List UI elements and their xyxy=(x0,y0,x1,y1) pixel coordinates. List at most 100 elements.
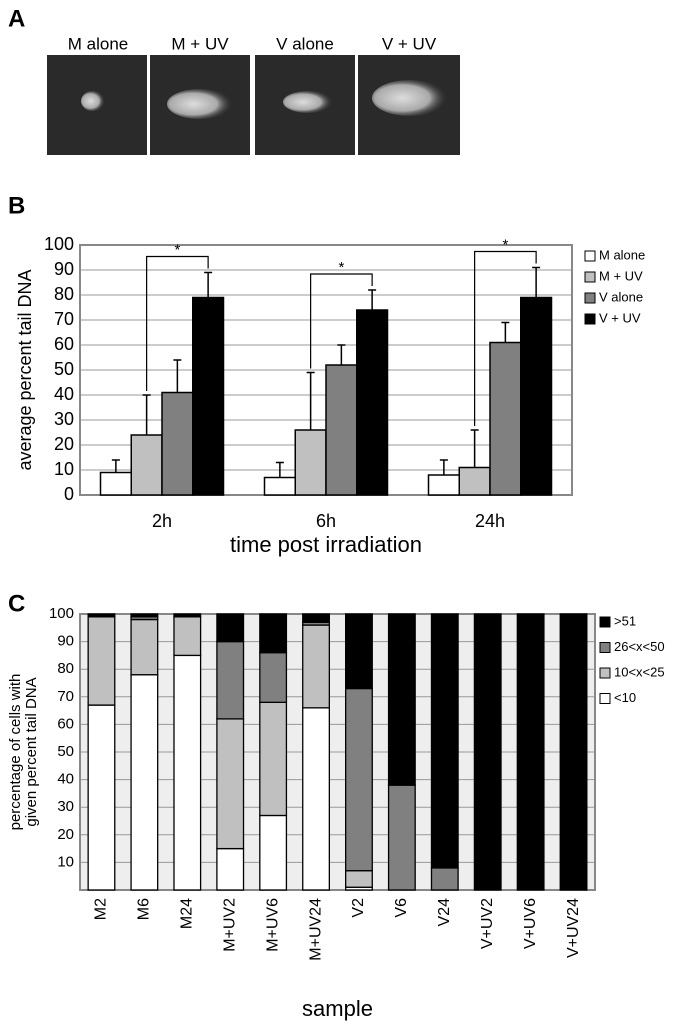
bar-segment xyxy=(345,613,373,690)
bar-segment xyxy=(216,613,245,643)
bar-segment xyxy=(259,613,288,654)
error-bar xyxy=(111,459,120,473)
comet xyxy=(372,80,448,116)
significance-bracket xyxy=(146,255,209,391)
y-tick-label: 80 xyxy=(57,660,74,677)
bar-segment xyxy=(216,640,245,720)
y-axis-label: average percent tail DNA xyxy=(15,269,35,470)
image-title: V + UV xyxy=(382,34,437,53)
bar-segment xyxy=(387,613,416,786)
x-tick-label: V+UV24 xyxy=(565,898,582,958)
legend-label: >51 xyxy=(614,613,636,628)
y-tick-label: 20 xyxy=(57,826,74,843)
legend-swatch xyxy=(599,616,611,628)
image-title: M alone xyxy=(68,34,128,53)
bar-segment xyxy=(302,613,330,623)
bar-segment xyxy=(87,616,116,706)
panel-label: B xyxy=(8,192,25,219)
bar-segment xyxy=(173,616,202,657)
x-tick-label: M+UV24 xyxy=(307,898,324,961)
y-tick-label: 80 xyxy=(54,284,74,304)
y-tick-label: 90 xyxy=(54,259,74,279)
y-tick-label: 50 xyxy=(57,743,74,760)
error-bar xyxy=(142,394,151,435)
bar xyxy=(520,296,553,496)
comet-images xyxy=(47,55,460,155)
x-tick-label: M24 xyxy=(179,898,196,929)
bar-segment xyxy=(216,718,245,850)
bar-segment xyxy=(173,613,202,618)
y-tick-label: 70 xyxy=(54,309,74,329)
legend-swatch xyxy=(599,667,611,679)
bar-segment xyxy=(259,701,288,817)
comet xyxy=(81,91,105,111)
significance-mark: * xyxy=(174,241,180,258)
y-tick-label: 60 xyxy=(54,334,74,354)
comet xyxy=(283,91,333,113)
bar-segment xyxy=(130,613,159,618)
y-tick-label: 30 xyxy=(54,409,74,429)
legend-label: <10 xyxy=(614,690,636,705)
x-tick-label: M2 xyxy=(93,898,110,920)
x-tick-label: V+UV2 xyxy=(479,898,496,949)
legend-swatch xyxy=(599,693,611,704)
bar-segment xyxy=(430,613,459,869)
significance-bracket xyxy=(474,250,537,426)
y-tick-label: 60 xyxy=(57,715,74,732)
bar xyxy=(356,309,389,496)
bar xyxy=(99,471,132,496)
x-tick-label: 24h xyxy=(475,511,505,531)
y-tick-label: 50 xyxy=(54,359,74,379)
x-tick-label: V24 xyxy=(436,898,453,927)
legend-label: V alone xyxy=(599,289,643,304)
bar-segment xyxy=(516,613,545,891)
y-tick-label: 0 xyxy=(64,484,74,504)
error-bar xyxy=(275,461,284,478)
x-tick-label: M+UV2 xyxy=(221,898,238,952)
y-tick-label: 10 xyxy=(57,853,74,870)
y-tick-label: 20 xyxy=(54,434,74,454)
bar-segment xyxy=(302,624,330,709)
legend-swatch xyxy=(584,271,596,283)
bar xyxy=(161,391,194,496)
y-tick-label: 40 xyxy=(57,771,74,788)
bar-segment xyxy=(87,704,116,891)
x-tick-label: V6 xyxy=(393,898,410,918)
significance-mark: * xyxy=(502,236,508,253)
bar xyxy=(263,476,296,496)
comet xyxy=(167,89,233,119)
legend-swatch xyxy=(599,642,611,653)
error-bar xyxy=(470,429,479,468)
legend-label: 10<x<25 xyxy=(614,664,665,679)
error-bar xyxy=(532,266,541,298)
bar-segment xyxy=(173,654,202,891)
x-tick-label: 2h xyxy=(152,511,172,531)
x-tick-label: V2 xyxy=(350,898,367,918)
panel-label: A xyxy=(8,5,25,32)
significance-mark: * xyxy=(338,259,344,276)
error-bar xyxy=(368,289,377,310)
y-tick-label: 100 xyxy=(44,234,74,254)
legend-label: 26<x<50 xyxy=(614,639,665,654)
bar xyxy=(489,341,522,496)
bar-segment xyxy=(559,613,588,891)
bar-segment xyxy=(259,651,288,703)
y-tick-label: 40 xyxy=(54,384,74,404)
error-bar xyxy=(439,459,448,475)
x-tick-label: V+UV6 xyxy=(522,898,539,949)
x-axis-label: time post irradiation xyxy=(230,532,422,557)
bar-segment xyxy=(345,687,373,872)
y-tick-label: 30 xyxy=(57,798,74,815)
bar xyxy=(458,466,491,496)
error-bar xyxy=(337,344,346,365)
image-title: V alone xyxy=(276,34,334,53)
error-bar xyxy=(173,359,182,393)
bar xyxy=(192,296,225,496)
bar-segment xyxy=(130,618,159,676)
panel-label: C xyxy=(8,590,25,617)
legend-label: V + UV xyxy=(599,310,641,325)
image-title: M + UV xyxy=(171,34,229,53)
x-tick-label: 6h xyxy=(316,511,336,531)
bar xyxy=(130,434,163,496)
